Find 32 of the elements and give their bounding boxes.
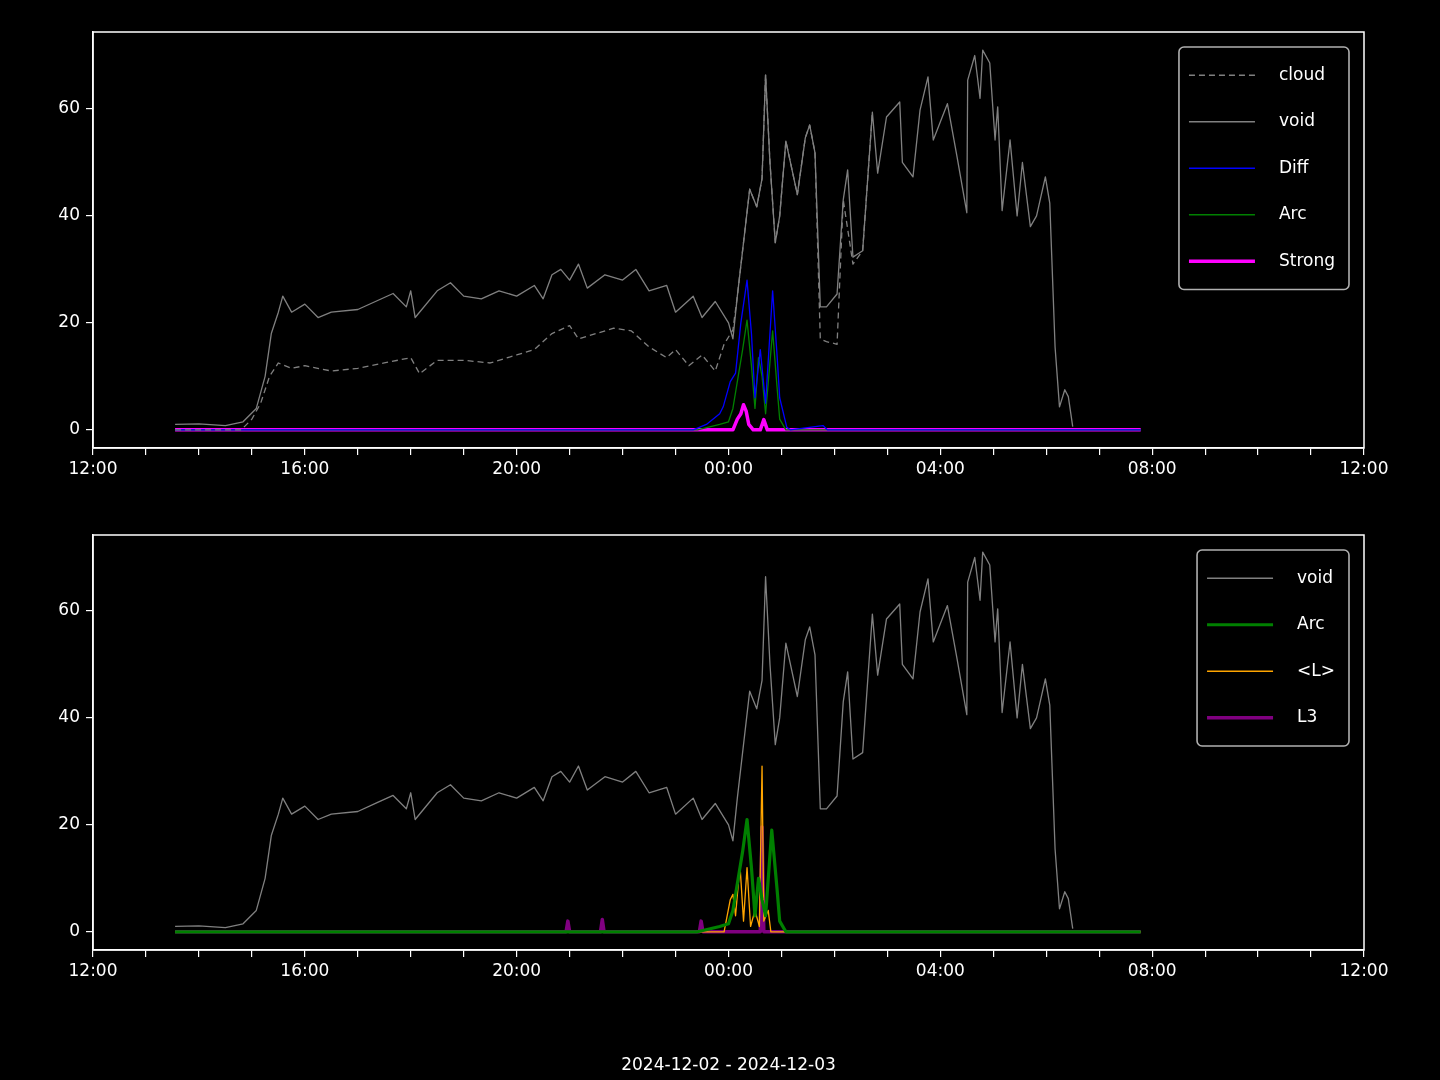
x-tick-label: 12:00: [68, 959, 118, 980]
x-tick-label: 20:00: [492, 959, 542, 980]
x-tick-label: 08:00: [1127, 959, 1177, 980]
y-tick-label: 20: [58, 813, 80, 834]
x-tick-label: 04:00: [915, 457, 965, 478]
legend-label: Arc: [1278, 203, 1307, 224]
x-tick-label: 16:00: [280, 959, 330, 980]
y-tick-label: 60: [58, 97, 80, 118]
x-tick-label: 08:00: [1127, 457, 1177, 478]
legend-label: void: [1297, 566, 1334, 587]
x-tick-label: 00:00: [704, 457, 753, 478]
x-tick-label: 00:00: [704, 959, 753, 980]
legend-label: Strong: [1278, 249, 1336, 270]
legend-label: void: [1278, 110, 1315, 131]
x-tick-label: 16:00: [280, 457, 330, 478]
x-tick-label: 20:00: [492, 457, 542, 478]
x-tick-label: 12:00: [68, 457, 118, 478]
y-tick-label: 0: [69, 418, 80, 439]
y-tick-label: 0: [69, 920, 80, 941]
legend-label: Diff: [1278, 156, 1310, 177]
y-tick-label: 40: [58, 204, 80, 225]
y-tick-label: 20: [58, 311, 80, 332]
x-axis-title: 2024-12-02 - 2024-12-03: [621, 1054, 836, 1075]
y-tick-label: 40: [58, 706, 80, 727]
y-tick-label: 60: [58, 599, 80, 620]
x-tick-label: 12:00: [1339, 457, 1389, 478]
legend-label: Arc: [1297, 613, 1325, 634]
legend-label: <L>: [1297, 659, 1336, 680]
legend-label: L3: [1297, 706, 1318, 727]
x-tick-label: 04:00: [915, 959, 965, 980]
x-tick-label: 12:00: [1339, 959, 1389, 980]
legend-label: cloud: [1278, 63, 1326, 84]
